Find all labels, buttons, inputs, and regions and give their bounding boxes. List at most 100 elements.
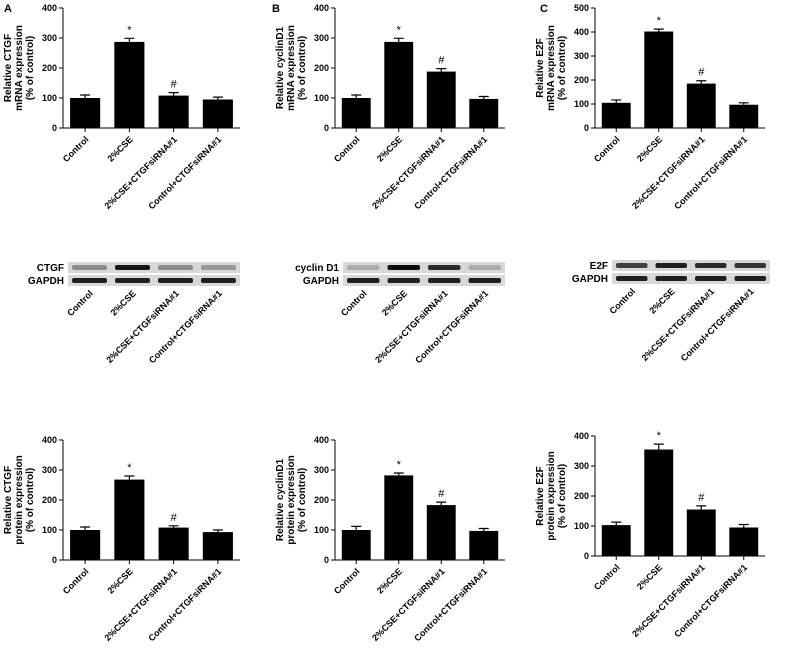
y-label-line: (% of control)	[297, 36, 308, 100]
bar	[70, 530, 101, 560]
y-label: Relative E2F mRNA expression (% of control…	[535, 25, 568, 111]
y-label-line: Relative CTGF	[3, 466, 14, 534]
blot-band	[734, 263, 766, 268]
x-tick-label: Control+CTGFsiRNA#1	[672, 134, 749, 211]
bar	[469, 98, 499, 128]
y-tick-label: 100	[42, 93, 57, 103]
x-tick-label: 2%CSE	[375, 134, 404, 163]
bar	[644, 449, 674, 556]
blot-band	[72, 265, 107, 270]
blot-band	[115, 265, 150, 270]
x-tick-label: 2%CSE	[635, 562, 664, 591]
blot-label: GAPDH	[303, 276, 339, 287]
blot-band	[468, 278, 501, 283]
y-label-line: Relative cyclinD1	[275, 26, 286, 109]
blot-band	[616, 276, 648, 281]
error-bar	[696, 80, 707, 84]
blot-band	[734, 276, 766, 281]
blot-band	[115, 278, 150, 283]
blot-label: GAPDH	[572, 274, 608, 285]
blot-label: cyclin D1	[295, 263, 339, 274]
bar	[114, 41, 145, 128]
x-tick-label: 2%CSE	[635, 134, 664, 163]
x-tick-label: 2%CSE	[105, 566, 134, 595]
y-tick-label: 300	[314, 465, 329, 475]
lane-label: Control	[339, 288, 369, 318]
blot-band	[655, 276, 687, 281]
error-bar	[80, 526, 91, 530]
y-label-line: protein expression	[546, 451, 557, 540]
y-tick-label: 100	[574, 521, 589, 531]
y-label: Relative cyclinD1 protein expression (% of…	[275, 455, 308, 544]
bar	[384, 475, 414, 560]
x-tick-label: Control+CTGFsiRNA#1	[412, 134, 489, 211]
significance-marker: #	[698, 492, 705, 504]
significance-marker: *	[657, 430, 662, 442]
error-bar	[351, 94, 362, 98]
y-tick-label: 100	[42, 525, 57, 535]
bar	[158, 527, 189, 560]
y-tick-label: 200	[42, 495, 57, 505]
x-tick-label: Control+CTGFsiRNA#1	[412, 566, 489, 643]
blot-band	[158, 278, 193, 283]
blot-strip	[68, 262, 240, 273]
significance-marker: #	[171, 512, 178, 524]
lane-label: Control+CTGFsiRNA#1	[413, 288, 490, 365]
x-tick-label: 2%CSE	[105, 134, 134, 163]
panel-label: C	[540, 3, 548, 15]
y-label-line: (% of control)	[557, 464, 568, 528]
bar	[384, 41, 414, 128]
y-tick-label: 100	[574, 99, 589, 109]
error-bar	[80, 94, 91, 98]
bar	[601, 525, 631, 556]
y-tick-label: 400	[42, 3, 57, 13]
y-tick-label: 300	[574, 461, 589, 471]
y-tick-label: 400	[574, 27, 589, 37]
y-tick-label: 0	[52, 555, 57, 565]
blot-band	[347, 278, 380, 283]
blot-band	[72, 278, 107, 283]
y-tick-label: 0	[324, 123, 329, 133]
bar	[341, 98, 371, 128]
error-bar	[351, 525, 362, 530]
significance-marker: *	[397, 459, 402, 471]
bar	[202, 532, 233, 560]
y-label: Relative CTGF mRNA expression (% of contro…	[3, 25, 36, 111]
x-tick-label: Control+CTGFsiRNA#1	[146, 566, 223, 643]
y-tick-label: 400	[314, 3, 329, 13]
x-tick-label: Control	[61, 566, 91, 596]
error-bar	[168, 525, 179, 528]
bar	[729, 104, 759, 128]
x-tick-label: 2%CSE+CTGFsiRNA#1	[630, 562, 707, 639]
bar	[426, 71, 456, 128]
blot-band	[387, 265, 420, 270]
blot-band	[695, 263, 727, 268]
y-label-line: (% of control)	[25, 36, 36, 100]
y-tick-label: 300	[42, 33, 57, 43]
error-bar	[436, 501, 447, 506]
y-label-line: Relative E2F	[535, 38, 546, 97]
y-tick-label: 200	[314, 495, 329, 505]
lane-label: 2%CSE+CTGFsiRNA#1	[104, 288, 181, 365]
error-bar	[212, 96, 223, 100]
bar	[601, 102, 631, 128]
y-tick-label: 0	[584, 551, 589, 561]
y-tick-label: 300	[314, 33, 329, 43]
lane-label: Control	[607, 286, 637, 316]
lane-label: Control	[65, 288, 95, 318]
error-bar	[393, 37, 404, 42]
blot-band	[201, 278, 236, 283]
y-tick-label: 500	[574, 3, 589, 13]
blot-label: E2F	[590, 261, 608, 272]
error-bar	[611, 99, 622, 103]
lane-label: 2%CSE+CTGFsiRNA#1	[373, 288, 450, 365]
x-tick-label: 2%CSE+CTGFsiRNA#1	[370, 134, 447, 211]
y-label: Relative CTGF protein expression (% of con…	[3, 455, 36, 544]
significance-marker: #	[698, 67, 705, 79]
x-tick-label: 2%CSE+CTGFsiRNA#1	[102, 134, 179, 211]
error-bar	[124, 37, 135, 42]
y-tick-label: 0	[52, 123, 57, 133]
blot-strip	[343, 275, 505, 286]
error-bar	[653, 443, 664, 450]
bar	[426, 505, 456, 560]
